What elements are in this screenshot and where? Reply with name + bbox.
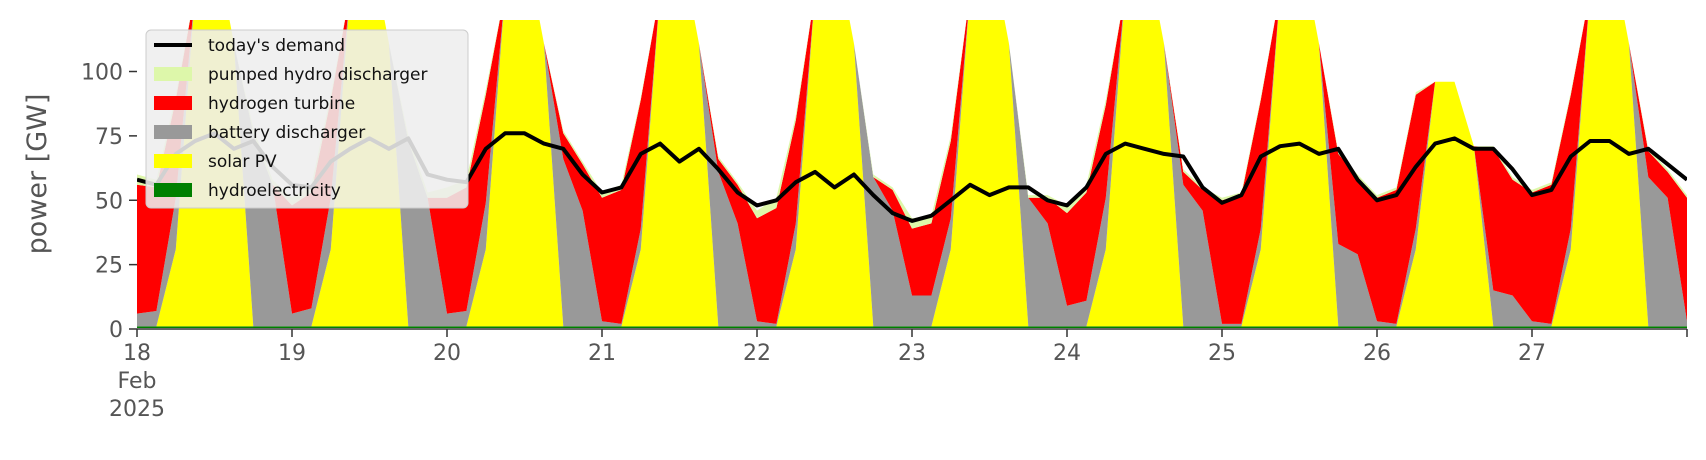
legend-label-today-s-demand: today's demand [208,36,345,56]
y-axis: 0 25 50 75 100 [81,61,137,343]
legend-swatch-hydrogen-turbine [154,96,192,110]
legend: today's demand pumped hydro discharger hyd… [145,29,469,209]
y-tick-label: 0 [109,318,123,343]
area-solar-pv [137,20,1687,327]
x-tick-label: 19 [278,341,306,366]
legend-swatch-hydroelectricity [154,183,192,197]
area-hydroelectricity [137,326,1687,328]
x-tick-label: 22 [743,341,771,366]
legend-label-pumped-hydro-discharger: pumped hydro discharger [208,65,427,85]
area-hydrogen-turbine [137,20,1687,324]
y-tick-label: 25 [95,254,123,279]
legend-swatch-pumped-hydro-discharger [154,67,192,81]
legend-swatch-battery-discharger [154,125,192,139]
x-tick-label: 18 Feb 2025 [109,341,165,422]
legend-label-battery-discharger: battery discharger [208,123,365,143]
y-tick-label: 50 [95,189,123,214]
y-axis-label: power [GW] [22,94,53,255]
x-tick-label: 24 [1053,341,1081,366]
y-tick-label: 75 [95,125,123,150]
x-tick-label: 25 [1208,341,1236,366]
legend-label-solar-pv: solar PV [208,152,277,172]
x-tick-label: 27 [1518,341,1546,366]
x-axis: 18 Feb 2025 19 20 21 22 23 24 25 26 27 [109,329,1688,422]
legend-label-hydrogen-turbine: hydrogen turbine [208,94,355,114]
legend-label-hydroelectricity: hydroelectricity [208,181,341,201]
stacked-area-layer [137,20,1687,328]
x-tick-label: 20 [433,341,461,366]
x-tick-label: 23 [898,341,926,366]
y-tick-label: 100 [81,61,123,86]
legend-swatch-solar-pv [154,154,192,168]
x-tick-label: 21 [588,341,616,366]
x-tick-label: 26 [1363,341,1391,366]
legend-box [145,29,469,209]
